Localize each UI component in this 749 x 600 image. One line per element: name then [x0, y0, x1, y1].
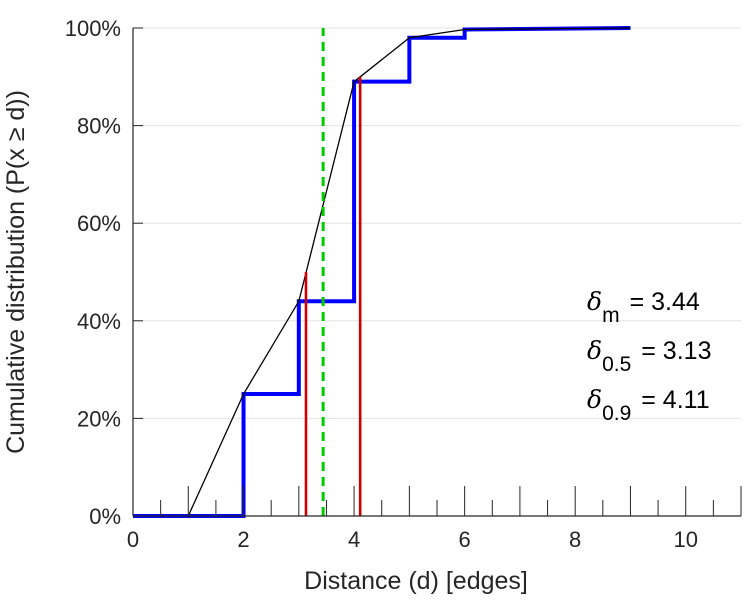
- x-tick-label-3: 6: [459, 527, 471, 552]
- y-tick-label-1: 20%: [77, 406, 121, 431]
- x-tick-label-5: 10: [673, 527, 697, 552]
- series-step-line: [133, 26, 631, 518]
- x-tick-label-2: 4: [348, 527, 360, 552]
- x-tick-label-1: 2: [237, 527, 249, 552]
- x-tick-label-0: 0: [127, 527, 139, 552]
- y-tick-label-2: 40%: [77, 309, 121, 334]
- stat-value: = 4.11: [641, 386, 709, 414]
- stat-annotation-0: δm = 3.44: [587, 287, 700, 327]
- stat-value: = 3.13: [641, 337, 711, 365]
- x-axis-label: Distance (d) [edges]: [304, 567, 528, 595]
- y-tick-label-3: 60%: [77, 211, 121, 236]
- x-tick-label-4: 8: [569, 527, 581, 552]
- stat-annotation-1: δ0.5 = 3.13: [587, 336, 711, 376]
- stat-value: = 3.44: [630, 288, 700, 316]
- ticks: 0 2 4 6 8 100%20%40%60%80%100%: [65, 16, 742, 552]
- y-tick-label-0: 0%: [89, 504, 121, 529]
- axes: [132, 28, 741, 517]
- y-tick-label-5: 100%: [65, 16, 121, 41]
- stat-symbol: δ: [587, 287, 602, 316]
- stat-annotation-2: δ0.9 = 4.11: [587, 385, 710, 425]
- marker-layer: [304, 28, 362, 516]
- series-layer: [133, 26, 631, 518]
- series-interpolated-line: [187, 27, 631, 517]
- stat-subscript: 0.9: [602, 402, 631, 425]
- stat-subscript: 0.5: [602, 353, 631, 376]
- y-tick-label-4: 80%: [77, 114, 121, 139]
- stat-symbol: δ: [587, 336, 602, 365]
- stat-subscript: m: [602, 304, 620, 327]
- y-axis-label: Cumulative distribution (P(x ≥ d)): [2, 90, 30, 454]
- stat-symbol: δ: [587, 385, 602, 414]
- grid-lines: [133, 27, 741, 419]
